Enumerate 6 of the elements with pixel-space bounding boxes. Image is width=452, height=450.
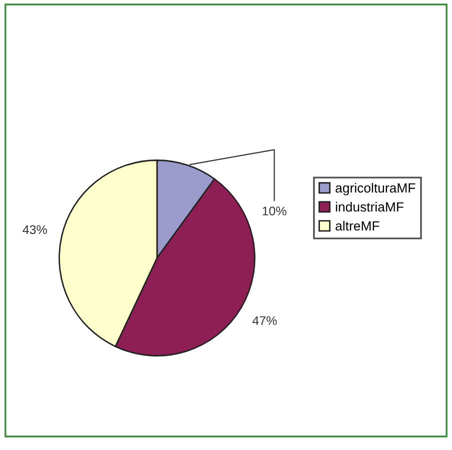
data-label: 10% <box>262 206 286 216</box>
legend-label: agricolturaMF <box>336 182 416 196</box>
legend-label: industriaMF <box>336 202 404 212</box>
data-label: 43% <box>22 225 47 234</box>
data-label: 47% <box>252 316 277 325</box>
legend-label: altreMF <box>336 220 380 231</box>
